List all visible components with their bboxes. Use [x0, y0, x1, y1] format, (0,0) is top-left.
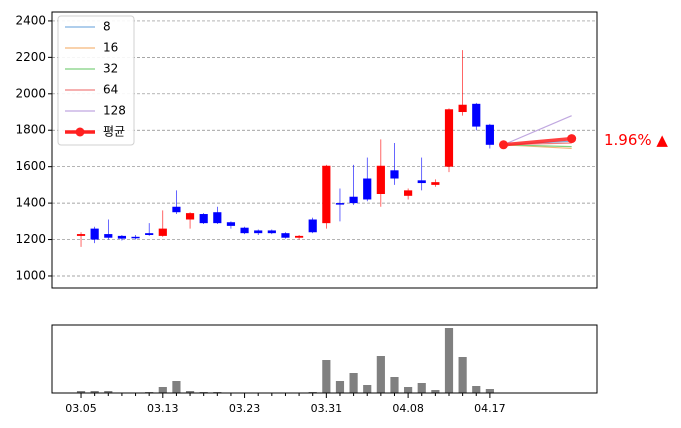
- legend-label: 8: [103, 20, 111, 34]
- volume-bar: [444, 328, 454, 393]
- candle-body: [417, 180, 426, 184]
- y-tick-label: 2200: [15, 50, 46, 64]
- candle-body: [404, 190, 413, 196]
- volume-bar: [76, 391, 86, 393]
- candle-body: [104, 234, 113, 238]
- forecast-line: [503, 115, 572, 146]
- volume-bar: [485, 389, 494, 393]
- y-tick-label: 1200: [15, 232, 46, 246]
- forecast-point: [499, 140, 509, 150]
- candle-body: [335, 203, 345, 205]
- volume-bar: [158, 387, 167, 393]
- candle-body: [472, 103, 481, 127]
- volume-bar: [458, 357, 467, 393]
- candle-body: [444, 109, 454, 167]
- candle-body: [485, 124, 494, 145]
- plot-frame: [51, 11, 598, 289]
- x-tick-label: 03.23: [229, 402, 261, 415]
- candle-body: [131, 236, 140, 239]
- candle-body: [254, 230, 263, 234]
- legend-label: 16: [103, 41, 118, 55]
- candle-body: [308, 219, 317, 233]
- volume-bar: [185, 391, 195, 393]
- volume-bar: [431, 390, 440, 393]
- y-tick-label: 2400: [15, 13, 46, 27]
- candle-body: [267, 230, 276, 234]
- candle-body: [376, 165, 385, 194]
- forecast-line: [503, 136, 572, 147]
- candle-body: [458, 104, 467, 113]
- candle-body: [158, 228, 167, 236]
- volume-bar: [417, 383, 426, 393]
- candle-body: [199, 214, 208, 224]
- x-tick-label: 03.13: [147, 402, 179, 415]
- legend-label: 평균: [103, 125, 125, 139]
- candle-body: [76, 234, 86, 236]
- volume-bar: [404, 387, 413, 393]
- legend-marker: [75, 127, 85, 137]
- x-tick-label: 04.17: [474, 402, 506, 415]
- x-tick-label: 03.31: [311, 402, 343, 415]
- x-tick-label: 03.05: [65, 402, 97, 415]
- candle-body: [240, 227, 249, 234]
- y-tick-label: 1800: [15, 123, 46, 137]
- candle-body: [281, 233, 290, 238]
- candle-body: [226, 222, 236, 226]
- volume-bar: [172, 381, 181, 393]
- candle-body: [185, 213, 195, 220]
- volume-bar: [390, 377, 399, 393]
- candle-body: [363, 178, 372, 200]
- volume-bar: [104, 391, 113, 393]
- y-tick-label: 1600: [15, 159, 46, 173]
- volume-frame: [51, 324, 598, 394]
- volume-bar: [335, 381, 345, 393]
- volume-bar: [363, 385, 372, 393]
- volume-bar: [472, 386, 481, 393]
- y-tick-label: 1400: [15, 196, 46, 210]
- candle-body: [145, 233, 154, 235]
- legend-label: 64: [103, 83, 118, 97]
- volume-bar: [322, 360, 331, 393]
- candle-body: [90, 228, 99, 240]
- volume-bar: [90, 391, 99, 393]
- candle-body: [117, 235, 127, 239]
- legend-label: 128: [103, 104, 126, 118]
- candle-body: [213, 212, 222, 224]
- candle-body: [322, 165, 331, 224]
- forecast-point: [567, 134, 577, 144]
- candle-body: [294, 235, 304, 238]
- y-tick-label: 1000: [15, 268, 46, 282]
- candle-body: [349, 196, 358, 204]
- y-tick-label: 2000: [15, 86, 46, 100]
- x-tick-label: 04.08: [392, 402, 424, 415]
- legend-label: 32: [103, 62, 118, 76]
- volume-bar: [376, 356, 385, 393]
- candle-body: [390, 170, 399, 179]
- volume-bar: [349, 373, 358, 393]
- annotation: 1.96% ▲: [604, 131, 668, 149]
- candle-body: [172, 206, 181, 213]
- legend: 8 16 32 64 128 평균: [57, 15, 135, 146]
- candle-body: [431, 182, 440, 185]
